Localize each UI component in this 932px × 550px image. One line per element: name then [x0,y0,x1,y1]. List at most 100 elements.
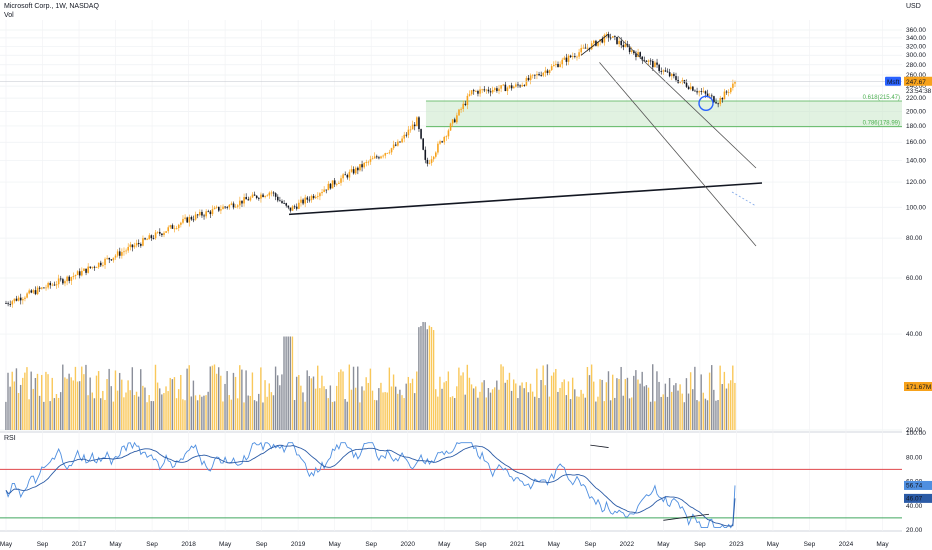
candle-body [108,257,111,260]
volume-bar [449,397,452,430]
candle-body [156,231,159,233]
volume-bar [215,373,218,430]
candle-body [586,47,589,49]
volume-bar [245,370,247,430]
candle-body [127,246,130,251]
volume-bar [723,371,726,430]
volume-bar [196,400,199,430]
candle-body [392,144,395,149]
volume-bar [156,382,159,430]
candle-body [173,228,176,230]
price-tick-label: 240.00 [906,83,926,90]
candle-body [118,251,121,256]
candle-body [529,75,532,81]
candle-body [15,298,18,301]
volume-bar [544,385,546,430]
candle-body [194,214,197,220]
volume-bar [586,366,589,430]
price-tick-label: 200.00 [906,108,926,115]
volume-bar [148,395,150,430]
volume-bar [239,365,241,430]
volume-bar [635,370,637,430]
volume-bar [483,380,485,430]
volume-bar [527,392,530,430]
volume-bar [104,399,106,430]
candle-body [447,130,450,137]
volume-bar [521,382,523,430]
candle-body [687,86,690,90]
candle-body [510,85,513,89]
volume-bar [639,383,641,430]
volume-bar [508,372,511,430]
price-tick-label: 40.00 [906,331,923,338]
volume-bar [253,400,256,430]
volume-bar [681,393,683,430]
volume-bar [525,382,528,430]
volume-bar [580,389,582,430]
candle-body [302,199,304,204]
volume-bar [352,366,355,430]
volume-bar [19,384,22,430]
candle-body [620,40,623,46]
candle-body [702,91,705,93]
candle-body [715,102,717,104]
time-tick-label: 2024 [839,541,854,548]
volume-bar [500,364,502,430]
volume-bar [125,392,127,430]
volume-bar [295,376,298,430]
candle-body [603,34,606,43]
volume-bar [376,400,378,430]
volume-bar [321,375,323,430]
volume-bar [188,365,190,430]
candle-body [333,180,336,185]
candle-body [188,217,191,223]
volume-bar [279,385,281,430]
candle-body [279,200,281,202]
volume-bar [394,386,397,430]
volume-bar [517,398,519,430]
candle-body [19,297,22,301]
candle-body [704,91,707,94]
candle-body [7,303,9,305]
candle-body [9,304,12,305]
candle-body [43,287,45,289]
volume-bar [565,395,568,430]
volume-bar [47,374,49,430]
volume-bar [652,364,654,430]
candle-body [641,56,644,61]
candle-body [639,52,641,57]
candle-body [201,211,203,216]
volume-bar [618,378,620,430]
volume-bar [706,400,709,430]
candle-body [22,298,24,301]
volume-bar [28,399,30,430]
volume-bar [464,394,466,430]
volume-bar [472,388,475,430]
candle-body [222,206,224,210]
time-tick-label: 2020 [400,541,415,548]
candle-body [614,36,616,38]
volume-bar [437,396,439,430]
volume-bar [407,376,410,430]
candle-body [567,55,570,62]
volume-bar [262,402,264,430]
price-badge [904,76,932,86]
volume-bar [485,397,487,430]
candle-body [352,169,355,174]
volume-bar [719,365,721,430]
candle-body [550,66,553,71]
volume-bar [298,375,300,430]
volume-bar [100,398,102,430]
candle-body [85,268,87,273]
candle-body [53,284,56,286]
candle-body [13,298,16,302]
price-tick-label: 160.00 [906,139,926,146]
volume-bar [662,394,664,430]
candle-body [643,60,646,62]
candle-body [66,276,68,282]
volume-bar [228,395,230,430]
volume-bar [578,396,580,430]
volume-bar [451,396,454,430]
candle-body [68,276,71,281]
